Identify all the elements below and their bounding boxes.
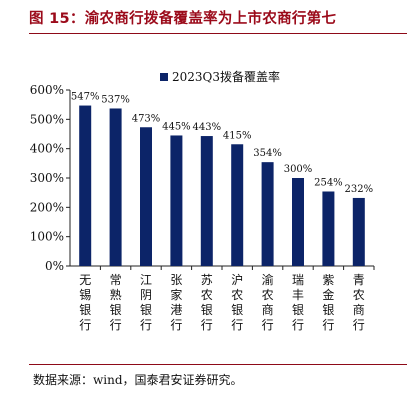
data-label: 473% (132, 113, 161, 124)
data-label: 415% (223, 130, 252, 141)
data-label: 232% (345, 184, 374, 195)
title-divider (29, 33, 407, 34)
bar (231, 144, 244, 266)
x-tick-label: 常熟银行 (110, 273, 122, 332)
legend-label: 2023Q3拨备覆盖率 (172, 69, 280, 84)
bar (170, 135, 183, 266)
y-tick-label: 400% (30, 142, 64, 156)
bar (109, 108, 122, 266)
bar (322, 191, 335, 266)
source-divider (29, 364, 407, 365)
source-note: 数据来源：wind，国泰君安证券研究。 (33, 373, 243, 387)
x-tick-label: 苏农银行 (201, 273, 213, 332)
x-tick-label: 紫金银行 (322, 273, 334, 332)
data-label: 445% (162, 121, 191, 132)
data-label: 254% (314, 177, 343, 188)
bar (261, 162, 274, 266)
y-tick-label: 0% (45, 259, 64, 273)
data-label: 547% (71, 92, 100, 103)
data-label: 354% (253, 148, 282, 159)
y-tick-label: 300% (30, 171, 64, 185)
bar (200, 136, 213, 266)
data-label: 537% (101, 94, 130, 105)
figure-title: 图 15：渝农商行拨备覆盖率为上市农商行第七 (29, 11, 337, 27)
x-tick-label: 渝农商行 (262, 272, 274, 332)
bar (352, 197, 365, 266)
data-label: 443% (193, 122, 222, 133)
x-tick-label: 张家港行 (170, 273, 182, 332)
x-tick-label: 瑞丰银行 (292, 273, 304, 332)
y-tick-label: 600% (30, 83, 64, 97)
data-label: 300% (284, 164, 313, 175)
y-tick-label: 500% (30, 112, 64, 126)
legend-swatch (160, 73, 168, 81)
y-tick-label: 200% (30, 200, 64, 214)
x-tick-label: 青农商行 (353, 273, 365, 332)
x-tick-label: 沪农银行 (231, 273, 243, 332)
bar (79, 105, 92, 267)
bar (140, 127, 152, 267)
x-tick-label: 江阴银行 (140, 273, 152, 332)
x-tick-label: 无锡银行 (79, 273, 91, 332)
bar (292, 178, 304, 266)
y-tick-label: 100% (30, 230, 64, 244)
